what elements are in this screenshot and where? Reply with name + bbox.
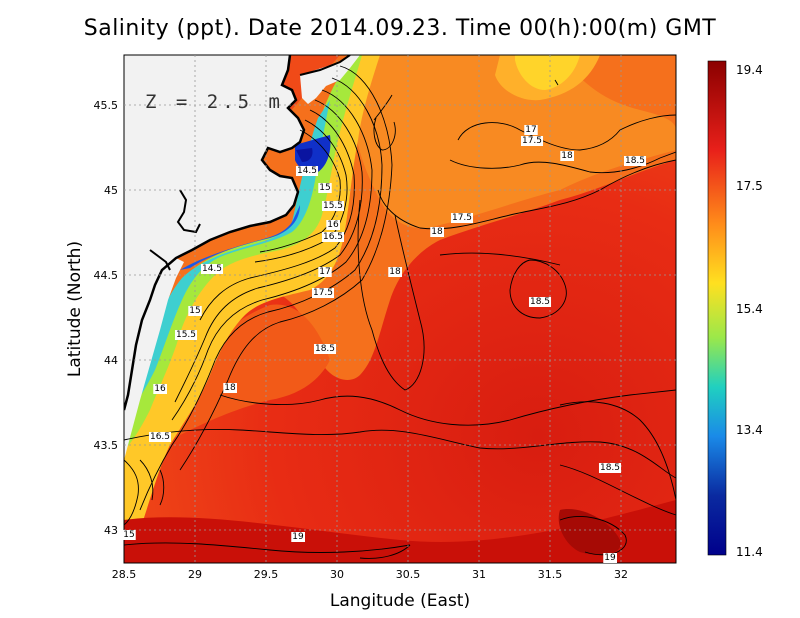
colorbar-tick: 19.4 [736, 63, 763, 77]
x-tick: 32 [614, 568, 628, 581]
x-ticks: 28.5 29 29.5 30 30.5 31 31.5 32 [112, 568, 628, 581]
colorbar-tick: 13.4 [736, 423, 763, 437]
coastal-front-green [124, 55, 362, 450]
contour-label: 15.5 [323, 201, 343, 211]
plot-frame [123, 54, 677, 564]
x-tick: 28.5 [112, 568, 137, 581]
contour-label: 16.5 [323, 232, 343, 242]
y-ticks: 43 43.5 44 44.5 45 45.5 [94, 99, 119, 537]
x-axis-label: Langitude (East) [330, 591, 470, 611]
contour-label-box [524, 125, 538, 135]
contour-label: 17 [319, 267, 330, 277]
contour-label-box [318, 183, 332, 193]
dark-red-south [124, 500, 676, 563]
contour-label: 15.5 [176, 330, 196, 340]
contour-label-box [623, 156, 647, 166]
contour-label: 18.5 [600, 463, 620, 473]
contour-label-box [450, 213, 474, 223]
x-tick: 30 [330, 568, 344, 581]
contour-label: 17 [525, 125, 536, 135]
y-tick: 44.5 [94, 269, 119, 282]
contour-label-box [598, 463, 622, 473]
contour-label: 16 [154, 384, 166, 394]
contour-label: 15 [319, 183, 330, 193]
contour-label: 18 [431, 227, 443, 237]
contour-label: 16.5 [150, 432, 170, 442]
coastline-danube [299, 55, 351, 76]
colorbar [707, 60, 727, 556]
contour-label: 17.5 [452, 213, 472, 223]
y-tick: 43.5 [94, 439, 119, 452]
contour-label: 14.5 [297, 166, 317, 176]
coastline-inlet-1 [176, 189, 201, 234]
contour-label: 17.5 [522, 136, 542, 146]
contour-label-box [603, 553, 617, 563]
contour-label: 15 [189, 306, 200, 316]
coastal-front-darkblue [295, 135, 331, 173]
contour-label: 18.5 [530, 297, 550, 307]
contour-label-box [311, 288, 335, 298]
contour-label-box [326, 220, 340, 230]
contour-label-box [188, 306, 202, 316]
contour-label-box [313, 344, 337, 354]
contour-label: 18.5 [315, 344, 335, 354]
salinity-field [124, 55, 676, 563]
contour-label: 18 [389, 267, 401, 277]
x-tick: 30.5 [396, 568, 421, 581]
contour-label: 14.5 [202, 264, 222, 274]
contour-label: 16 [327, 220, 339, 230]
land-edge-patch [124, 258, 184, 460]
y-tick: 43 [104, 524, 118, 537]
coastline [124, 55, 306, 411]
contour-label-box [174, 330, 198, 340]
contour-label-box [291, 532, 305, 542]
contour-label-box [528, 297, 552, 307]
land-ukraine-coast [124, 55, 304, 410]
y-tick: 45 [104, 184, 118, 197]
contour-label-box [321, 201, 345, 211]
colorbar-ticks: 19.4 17.5 15.4 13.4 11.4 [736, 63, 763, 559]
deep-red-patch [558, 509, 621, 555]
contour-label: 18 [224, 383, 236, 393]
contour-label-box [122, 530, 136, 540]
contour-label-box [321, 232, 345, 242]
contour-label-box [148, 432, 172, 442]
contour-label-box [520, 136, 544, 146]
y-tick: 45.5 [94, 99, 119, 112]
coastal-front-deepblue [296, 148, 313, 162]
contour-label-box [430, 227, 444, 237]
y-axis-label: Latitude (North) [65, 241, 85, 377]
colorbar-tick: 15.4 [736, 302, 763, 316]
contour-label-box [560, 151, 574, 161]
colorbar-tick: 11.4 [736, 545, 763, 559]
contour-label: 18.5 [625, 156, 645, 166]
yellow-patch-north [515, 55, 580, 90]
contour-label-box [200, 264, 224, 274]
coastal-front-cyan [124, 100, 330, 420]
x-tick: 31 [472, 568, 486, 581]
contour-labels: 14.51515.51616.51717.51717.51818.517.518… [122, 125, 647, 563]
x-tick: 31.5 [538, 568, 563, 581]
map-title: Salinity (ppt). Date 2014.09.23. Time 00… [83, 16, 717, 41]
y-tick: 44 [104, 354, 118, 367]
contour-label-box [153, 384, 167, 394]
contour-label-box [223, 383, 237, 393]
coastline-inlet-2 [149, 249, 171, 271]
contour-label: 19 [292, 532, 304, 542]
contour-label-box [295, 166, 319, 176]
contour-label: 15 [123, 530, 134, 540]
x-tick: 29 [188, 568, 202, 581]
contour-lines [124, 65, 676, 559]
contour-label: 19 [604, 553, 616, 563]
contour-label: 18 [561, 151, 573, 161]
orange-zone-bright [355, 55, 676, 229]
contour-label-box [388, 267, 402, 277]
contour-label-box [318, 267, 332, 277]
colorbar-tick: 17.5 [736, 179, 763, 193]
contour-label: 17.5 [313, 288, 333, 298]
depth-label: Z = 2.5 m [145, 91, 284, 113]
x-tick: 29.5 [254, 568, 279, 581]
